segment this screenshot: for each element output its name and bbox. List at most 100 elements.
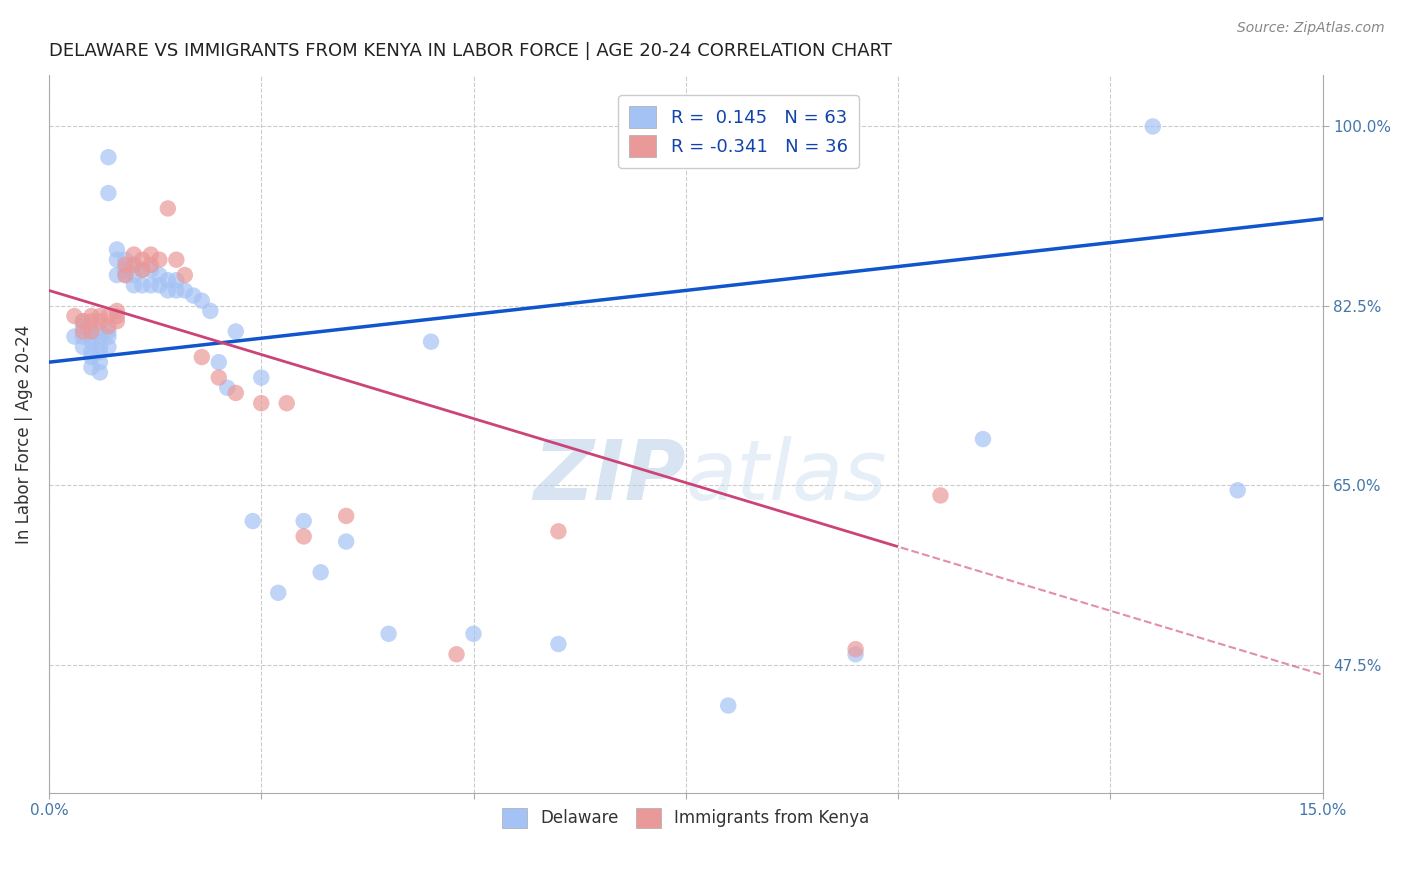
Point [717,698,740,713]
Point [929,488,952,502]
Point [63,309,86,323]
Point [191,293,214,308]
Point [250,370,273,384]
Y-axis label: In Labor Force | Age 20-24: In Labor Force | Age 20-24 [15,325,32,543]
Point [105,304,128,318]
Point [335,508,357,523]
Point [173,268,195,282]
Point [105,314,128,328]
Text: ZIP: ZIP [533,436,686,517]
Point [148,252,170,267]
Point [972,432,994,446]
Point [173,284,195,298]
Point [89,309,111,323]
Point [122,268,145,282]
Point [80,329,103,343]
Point [97,340,120,354]
Point [89,340,111,354]
Point [156,202,179,216]
Point [165,273,187,287]
Point [80,360,103,375]
Point [97,329,120,343]
Point [105,309,128,323]
Point [122,278,145,293]
Point [292,529,315,543]
Point [292,514,315,528]
Point [156,273,179,287]
Point [131,252,153,267]
Point [97,309,120,323]
Point [845,642,868,657]
Point [200,304,222,318]
Point [72,340,94,354]
Point [97,150,120,164]
Point [89,366,111,380]
Point [420,334,443,349]
Point [72,329,94,343]
Point [72,314,94,328]
Point [122,258,145,272]
Point [97,325,120,339]
Point [97,186,120,200]
Point [242,514,264,528]
Point [80,334,103,349]
Point [191,350,214,364]
Point [131,263,153,277]
Point [114,263,136,277]
Point [89,345,111,359]
Point [80,350,103,364]
Point [547,524,569,539]
Point [225,325,247,339]
Point [463,627,485,641]
Point [276,396,298,410]
Point [131,263,153,277]
Point [217,381,239,395]
Point [89,355,111,369]
Text: DELAWARE VS IMMIGRANTS FROM KENYA IN LABOR FORCE | AGE 20-24 CORRELATION CHART: DELAWARE VS IMMIGRANTS FROM KENYA IN LAB… [49,42,891,60]
Point [335,534,357,549]
Point [181,288,204,302]
Point [72,319,94,334]
Point [845,648,868,662]
Point [148,278,170,293]
Point [122,258,145,272]
Point [105,252,128,267]
Point [139,258,162,272]
Point [139,247,162,261]
Point [122,247,145,261]
Point [547,637,569,651]
Text: Source: ZipAtlas.com: Source: ZipAtlas.com [1237,21,1385,35]
Point [131,278,153,293]
Point [1142,120,1164,134]
Point [156,284,179,298]
Point [208,370,231,384]
Point [1226,483,1249,498]
Point [80,325,103,339]
Point [139,278,162,293]
Point [114,268,136,282]
Point [139,263,162,277]
Point [377,627,399,641]
Point [309,566,332,580]
Point [89,329,111,343]
Point [446,648,468,662]
Point [63,329,86,343]
Point [225,386,247,401]
Point [80,309,103,323]
Point [114,268,136,282]
Point [250,396,273,410]
Point [208,355,231,369]
Point [97,319,120,334]
Point [80,345,103,359]
Point [89,314,111,328]
Point [148,268,170,282]
Point [80,314,103,328]
Point [89,325,111,339]
Point [105,268,128,282]
Legend: Delaware, Immigrants from Kenya: Delaware, Immigrants from Kenya [496,801,876,835]
Point [72,314,94,328]
Text: atlas: atlas [686,436,887,517]
Point [165,252,187,267]
Point [165,284,187,298]
Point [114,252,136,267]
